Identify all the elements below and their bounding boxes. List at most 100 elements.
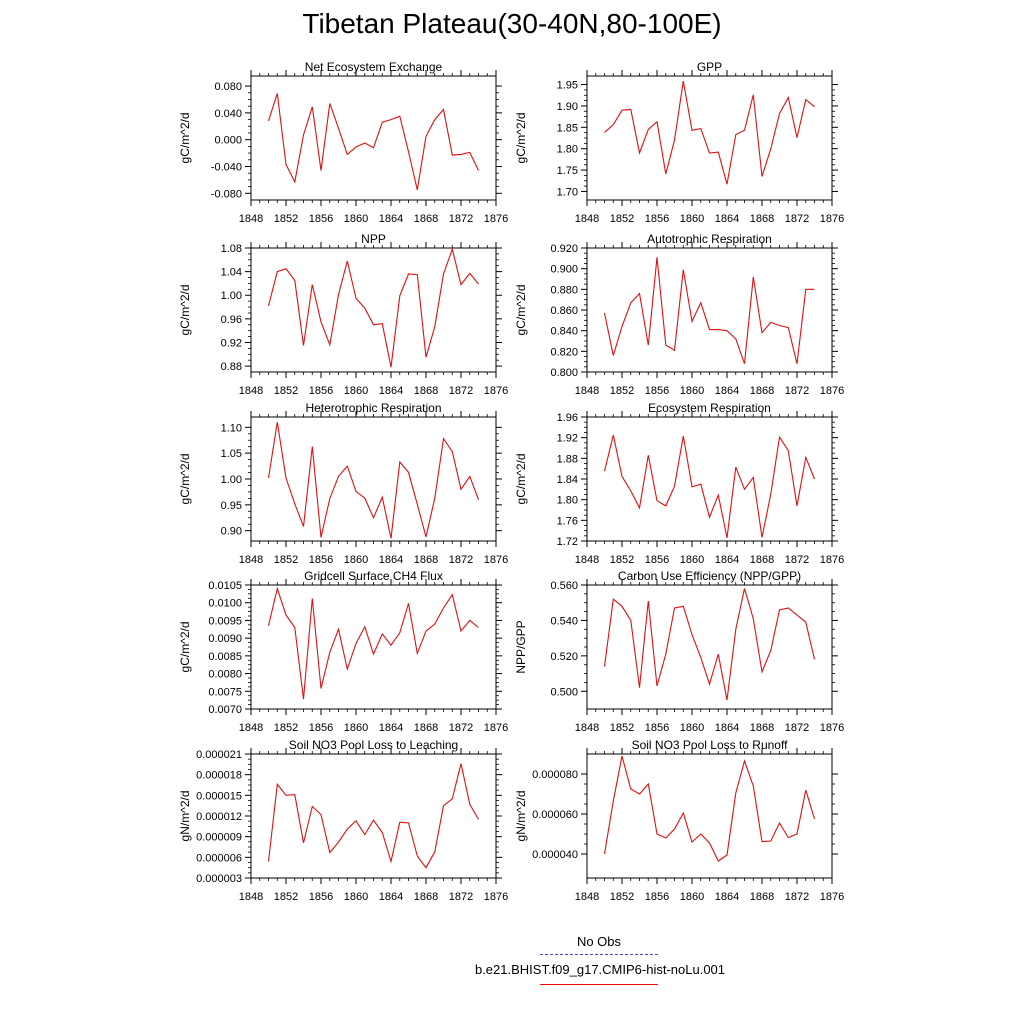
chart-panel: Net Ecosystem Exchange 1848 1852 1856 1860 18… xyxy=(178,60,508,225)
x-tick-label: 1856 xyxy=(309,554,333,566)
x-tick-label: 1868 xyxy=(414,385,438,397)
y-tick-label: 1.75 xyxy=(557,165,578,177)
y-tick-label: 0.000006 xyxy=(196,852,242,864)
y-tick-label: 0.92 xyxy=(221,337,242,349)
x-tick-label: 1848 xyxy=(575,722,599,734)
x-tick-label: 1876 xyxy=(820,213,844,225)
y-tick-label: 1.92 xyxy=(557,433,578,445)
legend-case-label: b.e21.BHIST.f09_g17.CMIP6-hist-noLu.001 xyxy=(474,962,726,977)
x-tick-label: 1852 xyxy=(610,554,634,566)
x-tick-label: 1860 xyxy=(680,385,704,397)
x-tick-label: 1868 xyxy=(414,554,438,566)
x-tick-label: 1860 xyxy=(680,213,704,225)
x-tick-label: 1860 xyxy=(680,891,704,903)
y-tick-label: 1.76 xyxy=(557,515,578,527)
x-tick-label: 1856 xyxy=(645,722,669,734)
chart-title: Carbon Use Efficiency (NPP/GPP) xyxy=(618,569,801,583)
x-tick-label: 1852 xyxy=(274,554,298,566)
x-tick-label: 1852 xyxy=(610,385,634,397)
x-tick-label: 1876 xyxy=(484,213,508,225)
x-tick-label: 1852 xyxy=(274,891,298,903)
x-tick-label: 1848 xyxy=(239,385,263,397)
x-tick-label: 1860 xyxy=(344,213,368,225)
y-tick-label: 0.840 xyxy=(550,326,578,338)
y-tick-label: 0.95 xyxy=(221,500,242,512)
y-tick-label: 0.000040 xyxy=(532,849,578,861)
chart-panel: GPP 1848 1852 1856 1860 1864 1868 1872 1876 1.70 1… xyxy=(514,60,844,225)
series-line xyxy=(603,257,815,364)
y-tick-label: 0.0070 xyxy=(208,704,242,716)
y-tick-label: 0.880 xyxy=(550,284,578,296)
series-line xyxy=(603,755,816,862)
chart-title: Soil NO3 Pool Loss to Runoff xyxy=(632,738,789,752)
x-tick-label: 1848 xyxy=(239,891,263,903)
plot-frame xyxy=(586,753,833,879)
x-tick-label: 1876 xyxy=(820,722,844,734)
x-tick-label: 1864 xyxy=(715,554,739,566)
chart-title: Net Ecosystem Exchange xyxy=(305,60,443,74)
plot-frame xyxy=(250,247,497,373)
x-tick-label: 1872 xyxy=(785,385,809,397)
y-tick-label: 1.85 xyxy=(557,122,578,134)
chart-panel: Ecosystem Respiration 1848 1852 1856 1860 186… xyxy=(514,401,844,566)
x-tick-label: 1860 xyxy=(344,385,368,397)
x-tick-label: 1864 xyxy=(715,213,739,225)
y-tick-label: 1.00 xyxy=(221,290,242,302)
y-axis-label: gN/m^2/d xyxy=(514,791,528,842)
y-tick-label: 1.90 xyxy=(557,101,578,113)
y-tick-label: 0.000015 xyxy=(196,790,242,802)
x-tick-label: 1876 xyxy=(820,554,844,566)
series-line xyxy=(267,763,479,869)
y-axis-label: gC/m^2/d xyxy=(178,454,192,505)
y-tick-label: 1.70 xyxy=(557,186,578,198)
y-tick-label: 0.560 xyxy=(550,580,578,592)
legend-case-line xyxy=(540,984,658,985)
y-axis-label: gC/m^2/d xyxy=(514,285,528,336)
y-axis-label: gC/m^2/d xyxy=(178,285,192,336)
x-tick-label: 1868 xyxy=(750,891,774,903)
x-tick-label: 1864 xyxy=(379,891,403,903)
legend-obs-line xyxy=(540,954,658,955)
y-tick-label: 0.000021 xyxy=(196,749,242,761)
x-tick-label: 1872 xyxy=(785,722,809,734)
x-tick-label: 1860 xyxy=(680,722,704,734)
y-axis-label: gC/m^2/d xyxy=(178,622,192,673)
y-tick-label: -0.080 xyxy=(211,188,242,200)
series-line xyxy=(267,247,479,368)
y-tick-label: 0.0090 xyxy=(208,633,242,645)
chart-title: NPP xyxy=(361,232,386,246)
x-tick-label: 1852 xyxy=(610,213,634,225)
y-tick-label: 0.0085 xyxy=(208,651,242,663)
x-tick-label: 1864 xyxy=(715,385,739,397)
x-tick-label: 1872 xyxy=(449,213,473,225)
y-tick-label: 1.88 xyxy=(557,453,578,465)
figure-title: Tibetan Plateau(30-40N,80-100E) xyxy=(302,8,722,39)
x-tick-label: 1848 xyxy=(239,554,263,566)
chart-panel: Gridcell Surface CH4 Flux 1848 1852 1856 186… xyxy=(178,569,508,734)
series-line xyxy=(267,93,479,191)
y-tick-label: 0.860 xyxy=(550,305,578,317)
x-tick-label: 1876 xyxy=(484,722,508,734)
y-tick-label: 0.0080 xyxy=(208,669,242,681)
y-tick-label: 0.080 xyxy=(214,81,242,93)
x-tick-label: 1872 xyxy=(449,722,473,734)
y-tick-label: 0.90 xyxy=(221,526,242,538)
x-tick-label: 1876 xyxy=(820,385,844,397)
x-tick-label: 1856 xyxy=(309,213,333,225)
x-tick-label: 1852 xyxy=(274,213,298,225)
series-line xyxy=(267,586,479,700)
x-tick-label: 1876 xyxy=(484,385,508,397)
y-axis-label: NPP/GPP xyxy=(514,620,528,673)
y-tick-label: 0.0100 xyxy=(208,598,242,610)
y-tick-label: 1.00 xyxy=(221,474,242,486)
y-tick-label: 0.000012 xyxy=(196,811,242,823)
x-tick-label: 1872 xyxy=(449,385,473,397)
y-tick-label: 0.0095 xyxy=(208,615,242,627)
y-tick-label: 0.88 xyxy=(221,361,242,373)
x-tick-label: 1848 xyxy=(239,722,263,734)
x-tick-label: 1868 xyxy=(414,213,438,225)
chart-title: Heterotrophic Respiration xyxy=(305,401,441,415)
x-tick-label: 1868 xyxy=(750,554,774,566)
chart-panel: Soil NO3 Pool Loss to Runoff 1848 1852 1856… xyxy=(514,738,844,903)
